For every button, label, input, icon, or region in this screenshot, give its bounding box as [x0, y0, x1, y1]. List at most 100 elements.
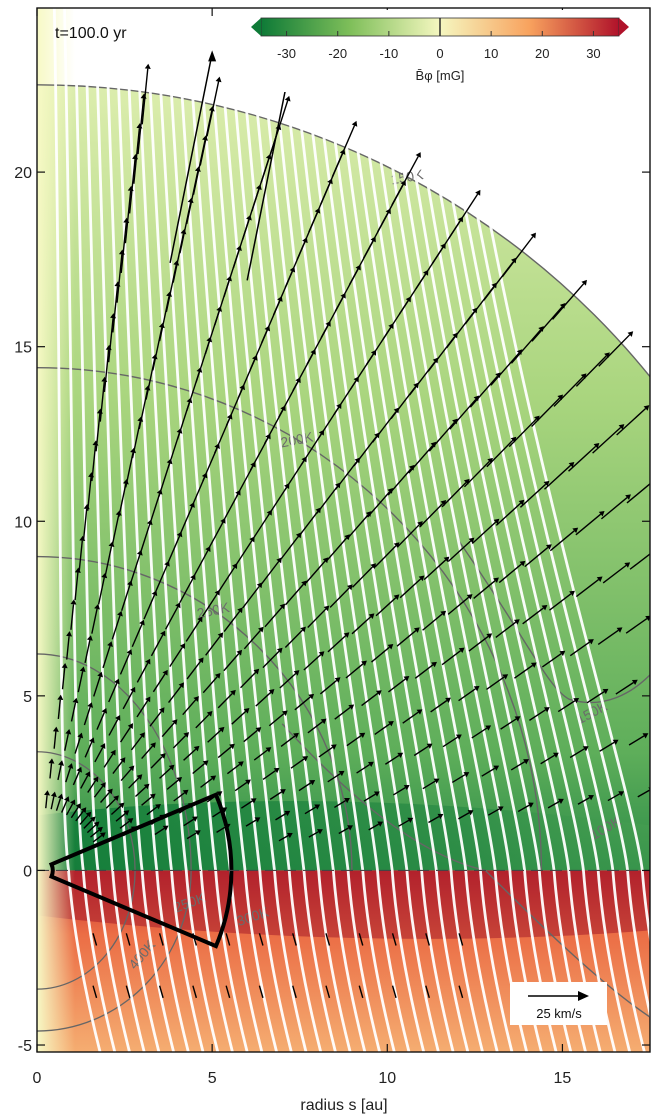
velocity-arrow [159, 767, 172, 779]
velocity-arrow [616, 408, 647, 436]
velocity-arrow [458, 933, 464, 946]
velocity-arrowhead [530, 662, 537, 668]
velocity-arrowhead [110, 749, 116, 756]
velocity-arrow [329, 587, 350, 608]
velocity-arrow [419, 503, 444, 528]
velocity-arrowhead [65, 729, 72, 735]
velocity-arrowhead [175, 602, 181, 609]
velocity-arrow [125, 452, 134, 488]
velocity-arrow [45, 795, 48, 809]
velocity-arrow [100, 791, 110, 803]
velocity-arrow [413, 745, 429, 757]
y-tick-label: 0 [23, 863, 32, 880]
velocity-arrowhead [150, 742, 156, 749]
velocity-arrow [102, 645, 111, 669]
x-tick-label: 5 [208, 1070, 217, 1087]
velocity-arrow [552, 283, 585, 320]
velocity-arrow [371, 646, 390, 663]
velocity-arrow [75, 810, 84, 822]
velocity-arrowhead [334, 677, 341, 683]
field-line [124, 8, 205, 1052]
velocity-arrow [130, 554, 141, 583]
velocity-arrow [334, 799, 347, 809]
velocity-arrowhead [519, 560, 526, 567]
velocity-arrow [522, 607, 544, 625]
velocity-arrow [495, 621, 517, 638]
field-line [154, 8, 249, 1052]
field-line [307, 8, 470, 1052]
velocity-arrow [90, 829, 100, 838]
velocity-arrowhead [627, 331, 634, 337]
velocity-arrow [186, 660, 202, 680]
velocity-arrowhead [302, 756, 309, 762]
velocity-arrow [540, 754, 555, 765]
field-line [103, 8, 175, 1052]
velocity-arrowhead [284, 95, 291, 102]
colorbar-max-arrow [619, 18, 629, 36]
velocity-arrow [245, 819, 257, 827]
velocity-arrowhead [229, 743, 235, 750]
velocity-arrowhead [445, 697, 451, 703]
y-tick-label: 5 [23, 689, 32, 706]
velocity-arrow [262, 650, 280, 669]
velocity-arrow [207, 522, 224, 551]
velocity-arrow [112, 286, 119, 333]
velocity-arrowhead [57, 694, 64, 701]
velocity-arrow [284, 460, 305, 491]
velocity-arrowhead [61, 662, 68, 669]
velocity-arrowhead [475, 189, 481, 196]
velocity-arrowhead [155, 803, 161, 810]
velocity-arrow [195, 714, 210, 729]
velocity-arrowhead [250, 798, 257, 804]
velocity-arrow [529, 709, 546, 721]
velocity-arrow [442, 736, 458, 748]
velocity-arrowhead [426, 743, 433, 749]
field-line [348, 8, 529, 1052]
velocity-arrow [325, 933, 331, 946]
velocity-arrow [586, 691, 605, 704]
velocity-arrow [358, 985, 364, 999]
velocity-arrowhead [69, 799, 76, 806]
colorbar-min-arrow [251, 18, 261, 36]
velocity-arrowhead [214, 672, 221, 679]
y-tick-label: 15 [14, 340, 32, 357]
velocity-arrowhead [145, 658, 151, 665]
velocity-arrow [575, 579, 599, 598]
velocity-arrow [136, 700, 149, 718]
velocity-arrowhead [216, 791, 223, 797]
velocity-arrow [517, 804, 530, 813]
velocity-arrow [387, 468, 412, 496]
velocity-arrowhead [149, 793, 156, 800]
velocity-arrow [510, 761, 526, 771]
velocity-arrowhead [403, 676, 410, 682]
colorbar-tick-label: 30 [586, 46, 600, 61]
velocity-arrow [374, 545, 397, 568]
velocity-arrow [486, 439, 514, 468]
velocity-arrow [242, 585, 260, 609]
velocity-arrowhead [347, 825, 353, 831]
velocity-arrow [154, 827, 165, 836]
velocity-arrowhead [193, 696, 199, 702]
velocity-arrow [292, 933, 297, 946]
velocity-arrowhead [50, 791, 57, 798]
velocity-arrow [307, 608, 327, 628]
velocity-arrowhead [144, 63, 151, 69]
velocity-arrowhead [514, 716, 521, 722]
velocity-arrow [225, 985, 231, 999]
velocity-arrow [92, 933, 98, 946]
velocity-arrowhead [178, 682, 185, 689]
velocity-arrow [430, 699, 448, 713]
velocity-arrow [119, 820, 130, 829]
velocity-arrow [258, 985, 264, 999]
velocity-arrow [143, 594, 156, 620]
y-tick-label: 10 [14, 514, 32, 531]
velocity-arrow [326, 537, 348, 562]
velocity-arrow [141, 745, 154, 760]
velocity-arrow [217, 692, 233, 709]
velocity-arrow [327, 635, 347, 653]
velocity-arrowhead [72, 697, 79, 704]
velocity-arrow [107, 318, 114, 363]
velocity-arrowhead [518, 499, 525, 506]
velocity-arrow [158, 985, 164, 999]
